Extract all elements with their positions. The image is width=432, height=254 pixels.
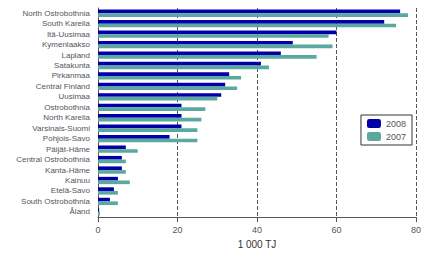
svg-text:Satakunta: Satakunta: [54, 61, 91, 70]
svg-text:1 000 TJ: 1 000 TJ: [238, 239, 277, 250]
svg-text:2007: 2007: [386, 132, 406, 142]
svg-text:Itä-Uusimaa: Itä-Uusimaa: [47, 30, 91, 39]
svg-text:Central Finland: Central Finland: [36, 82, 90, 91]
svg-text:Etelä-Savo: Etelä-Savo: [51, 186, 91, 195]
svg-text:0: 0: [95, 225, 100, 235]
svg-text:20: 20: [172, 225, 182, 235]
svg-text:Kanta-Häme: Kanta-Häme: [45, 166, 90, 175]
svg-text:North Ostrobothnia: North Ostrobothnia: [22, 9, 90, 18]
svg-text:South Karelia: South Karelia: [42, 19, 91, 28]
svg-text:2008: 2008: [386, 119, 406, 129]
svg-text:Lapland: Lapland: [62, 51, 90, 60]
svg-text:Kainuu: Kainuu: [65, 176, 90, 185]
svg-text:Åland: Åland: [70, 207, 90, 216]
svg-text:60: 60: [331, 225, 341, 235]
svg-text:Central Ostrobothnia: Central Ostrobothnia: [16, 155, 90, 164]
svg-text:40: 40: [252, 225, 262, 235]
svg-text:Pohjois-Savo: Pohjois-Savo: [43, 134, 91, 143]
svg-text:South Ostrobothnia: South Ostrobothnia: [21, 197, 90, 206]
svg-text:80: 80: [411, 225, 421, 235]
svg-text:Varsinais-Suomi: Varsinais-Suomi: [32, 124, 90, 133]
svg-text:Päijät-Häme: Päijät-Häme: [46, 145, 91, 154]
svg-text:Ostrobothnia: Ostrobothnia: [44, 103, 90, 112]
svg-text:Uusimaa: Uusimaa: [58, 92, 90, 101]
svg-text:Pirkanmaa: Pirkanmaa: [52, 71, 91, 80]
svg-text:Kymenlaakso: Kymenlaakso: [42, 40, 91, 49]
svg-text:North Karelia: North Karelia: [43, 113, 90, 122]
